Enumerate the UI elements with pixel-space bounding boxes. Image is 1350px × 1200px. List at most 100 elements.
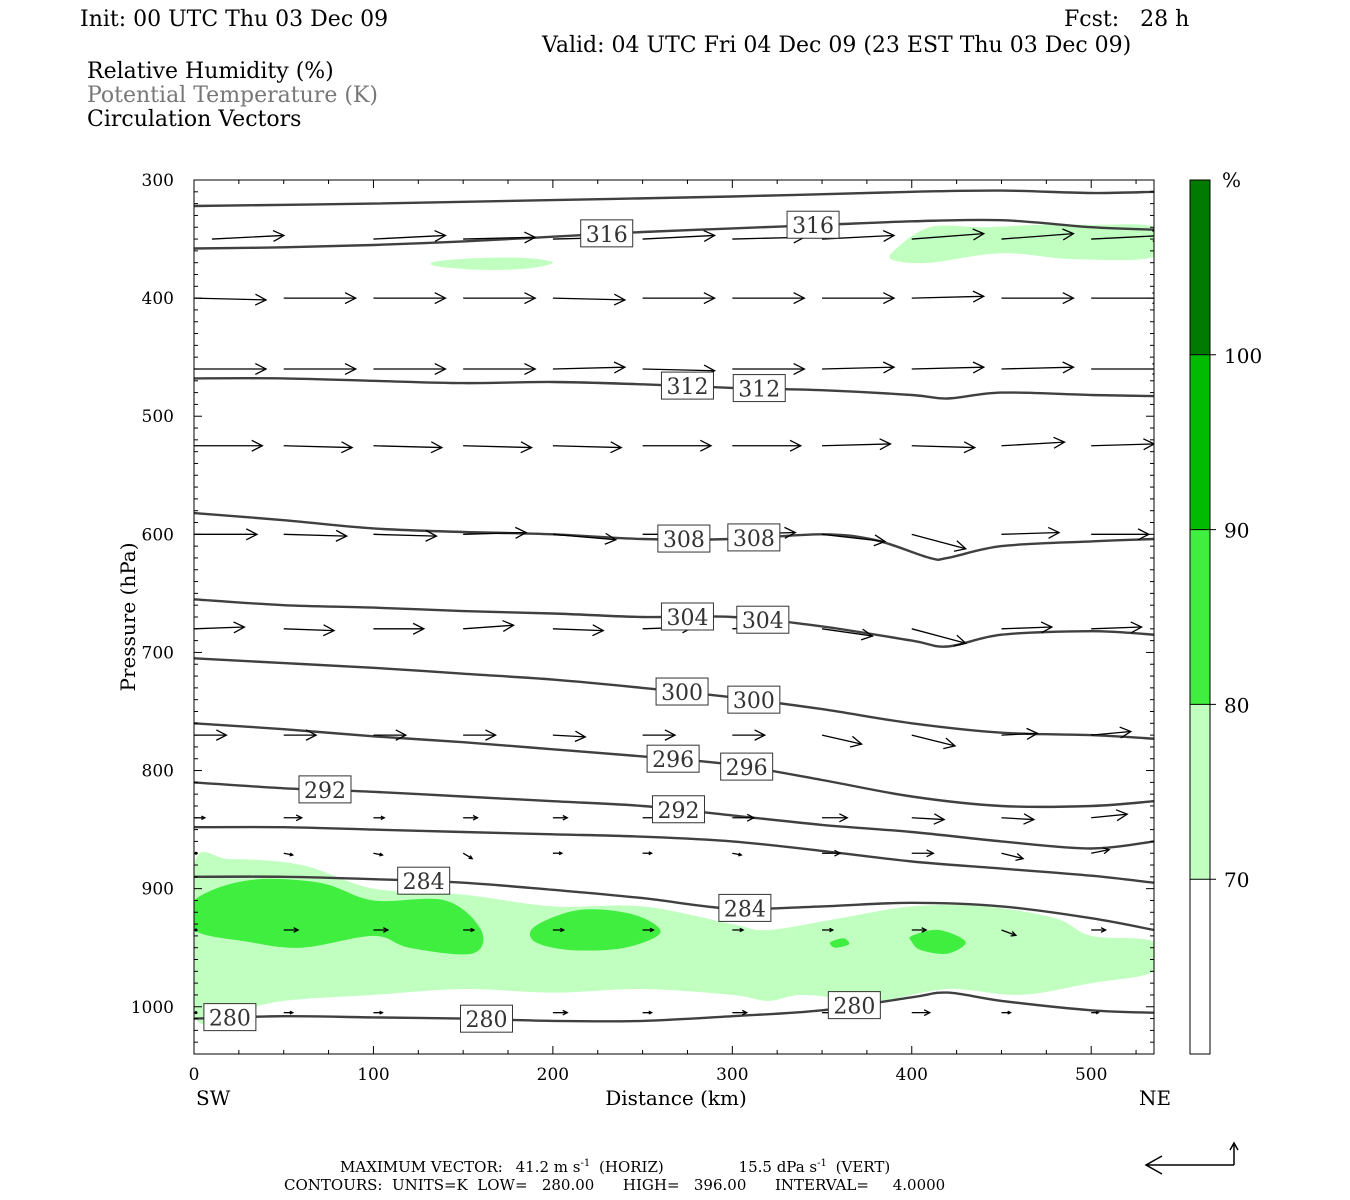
contour-label-box bbox=[580, 219, 634, 248]
vector-arrow bbox=[732, 813, 756, 822]
vector-head bbox=[738, 852, 743, 857]
vector-arrow bbox=[911, 228, 986, 241]
vector-head bbox=[502, 619, 515, 632]
vector-head bbox=[1062, 361, 1075, 374]
vector-shaft bbox=[373, 234, 446, 240]
vector-head bbox=[233, 621, 246, 634]
vector-arrow bbox=[552, 730, 587, 743]
vector-head bbox=[1015, 853, 1025, 861]
vector-shaft bbox=[911, 445, 975, 449]
y-tick-label: 500 bbox=[142, 407, 174, 427]
vector-arrow bbox=[283, 362, 358, 376]
x-axis-title: Distance (km) bbox=[605, 1086, 747, 1110]
vector-head bbox=[558, 851, 564, 856]
vector-head bbox=[943, 737, 957, 750]
vector-head bbox=[434, 229, 447, 242]
vector-arrow bbox=[283, 529, 349, 542]
contour-label-box bbox=[718, 893, 772, 922]
colorbar-band bbox=[1190, 354, 1210, 530]
vector-arrow bbox=[373, 292, 447, 305]
vector-head bbox=[972, 290, 986, 303]
vector-head bbox=[201, 815, 207, 821]
vector-shaft bbox=[1001, 852, 1024, 860]
contour-label-312: 312 bbox=[660, 371, 714, 400]
y-tick-label: 600 bbox=[142, 525, 174, 545]
vector-head bbox=[1095, 1010, 1100, 1015]
axes: 0 100 200 300 400 500 300 400 500 600 700 800 900 100… bbox=[131, 171, 1154, 1085]
vector-head bbox=[793, 292, 806, 305]
vector-head bbox=[613, 361, 627, 374]
vector-shaft bbox=[1001, 626, 1052, 630]
vector-arrow bbox=[373, 441, 444, 454]
y-tick-label: 700 bbox=[142, 643, 174, 663]
vector-arrow bbox=[642, 927, 655, 933]
contour-label-text: 280 bbox=[465, 1008, 507, 1033]
y-tick-label: 1000 bbox=[131, 998, 174, 1018]
contour-label-316: 316 bbox=[786, 210, 840, 239]
x-tick-label: 100 bbox=[357, 1065, 389, 1085]
vector-arrow bbox=[642, 229, 717, 242]
vector-shaft bbox=[552, 297, 625, 301]
vector-head bbox=[524, 292, 537, 305]
vector-head bbox=[434, 362, 447, 376]
contour-label-text: 284 bbox=[724, 897, 766, 922]
vector-arrow bbox=[1001, 621, 1054, 634]
vector-shaft bbox=[552, 445, 622, 449]
vector-shaft bbox=[194, 626, 245, 630]
max-vector-label: MAXIMUM VECTOR: 41.2 m s-1 (HORIZ) 15.5 … bbox=[340, 1152, 890, 1176]
contour-label-box bbox=[459, 1004, 513, 1033]
vector-shaft bbox=[194, 297, 267, 301]
vector-head bbox=[1023, 813, 1036, 825]
vector-arrow bbox=[552, 851, 564, 856]
vector-shaft bbox=[463, 236, 536, 240]
vector-arrow bbox=[1001, 813, 1036, 825]
vector-head bbox=[472, 814, 479, 821]
vector-head bbox=[380, 815, 386, 821]
vector-head bbox=[1053, 436, 1066, 449]
vector-head bbox=[739, 927, 745, 933]
vector-arrow bbox=[821, 734, 864, 748]
vector-head bbox=[470, 927, 476, 933]
vector-arrow bbox=[463, 729, 497, 741]
vector-head bbox=[560, 927, 566, 933]
contour-label-text: 292 bbox=[304, 779, 346, 804]
max-vector-horiz: 41.2 m s bbox=[516, 1158, 581, 1176]
vector-head bbox=[1026, 727, 1039, 740]
theta-line-304 bbox=[194, 598, 1154, 648]
vector-shaft bbox=[463, 624, 514, 630]
vector-arrow bbox=[642, 1010, 654, 1015]
vector-head bbox=[520, 441, 533, 454]
vector-head bbox=[246, 528, 259, 541]
contour-label-text: 280 bbox=[209, 1007, 251, 1032]
vector-arrow bbox=[911, 628, 968, 647]
vector-shaft bbox=[1091, 235, 1154, 240]
colorbar-label: 80 bbox=[1224, 693, 1249, 717]
vector-arrow bbox=[373, 852, 384, 857]
vector-shaft bbox=[463, 531, 527, 535]
vector-arrow bbox=[373, 622, 426, 635]
contour-label-308: 308 bbox=[727, 523, 781, 552]
vector-head bbox=[524, 362, 537, 376]
vector-arrow bbox=[552, 624, 605, 637]
vector-head bbox=[926, 849, 935, 858]
vector-head bbox=[272, 229, 286, 242]
vector-head bbox=[562, 1009, 569, 1016]
vector-head bbox=[883, 292, 896, 305]
vector-shaft bbox=[283, 533, 347, 537]
contour-labels: 316 316 312 312 308 308 304 304 300 300 296 296 292 2… bbox=[203, 210, 881, 1033]
vector-head bbox=[839, 813, 849, 823]
vector-arrow bbox=[1091, 809, 1129, 822]
colorbar-label: 90 bbox=[1224, 519, 1249, 543]
vector-head bbox=[1115, 809, 1129, 822]
vector-shaft bbox=[822, 443, 891, 447]
theta-line-312 bbox=[194, 377, 1154, 400]
vector-arrow bbox=[911, 734, 957, 750]
vector-shaft bbox=[283, 445, 353, 449]
vector-arrow bbox=[283, 852, 295, 857]
vector-arrow bbox=[373, 229, 447, 242]
vector-arrow bbox=[821, 533, 887, 547]
contour-label-292: 292 bbox=[651, 795, 705, 824]
contour-label-box bbox=[298, 775, 352, 804]
contour-label-284: 284 bbox=[397, 866, 451, 895]
vector-head bbox=[344, 362, 358, 376]
